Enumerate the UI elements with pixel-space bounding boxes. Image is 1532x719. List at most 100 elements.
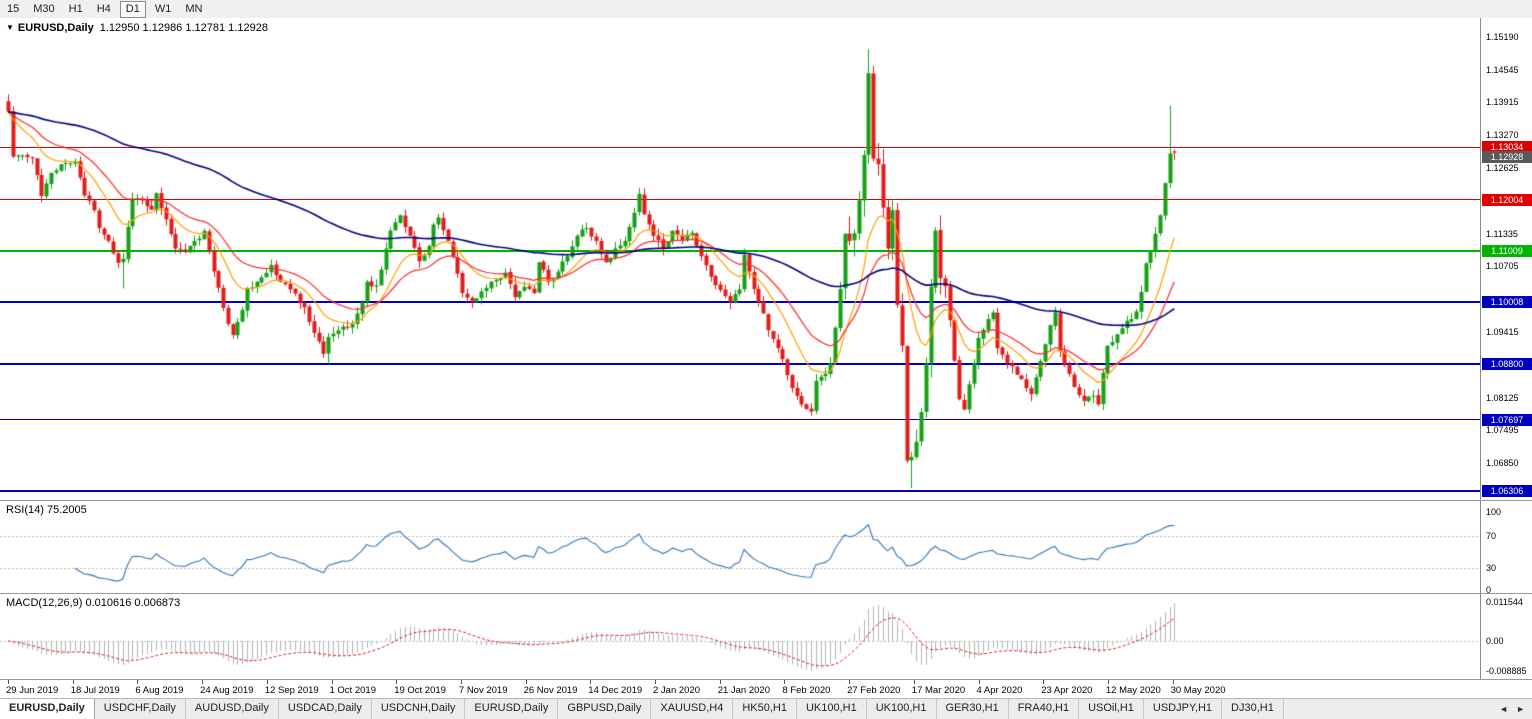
chart-tab-usdcnh-daily[interactable]: USDCNH,Daily: [371, 699, 466, 719]
date-label: 12 May 2020: [1105, 685, 1161, 696]
chart-tab-bar: EURUSD,Daily USDCHF,Daily AUDUSD,Daily USDC…: [0, 698, 1532, 719]
price-tick-1.13270: 1.13270: [1486, 130, 1519, 141]
macd-canvas[interactable]: [0, 594, 1480, 679]
panel-separator[interactable]: [0, 593, 1532, 594]
date-label: 6 Aug 2019: [135, 685, 184, 696]
support-line-107697-price-label: 1.07697: [1482, 413, 1532, 426]
price-tick-1.12625: 1.12625: [1486, 163, 1519, 174]
price-tick-1.13915: 1.13915: [1486, 97, 1519, 108]
date-label: 26 Nov 2019: [523, 685, 578, 696]
time-axis-tick: [590, 680, 592, 684]
date-label: 23 Apr 2020: [1041, 685, 1093, 696]
rsi-scale-30: 30: [1486, 563, 1497, 573]
panel-separator: [0, 679, 1532, 680]
date-label: 19 Oct 2019: [394, 685, 446, 696]
date-label: 12 Sep 2019: [264, 685, 319, 696]
price-tick-1.06850: 1.06850: [1486, 458, 1519, 469]
time-axis-tick: [1107, 680, 1109, 684]
chart-tab-usdcad-daily[interactable]: USDCAD,Daily: [278, 699, 372, 719]
timeframe-button-m30[interactable]: M30: [33, 2, 55, 15]
tab-scroll-right-icon[interactable]: ►: [1516, 704, 1525, 714]
chart-tab-uk100-h1[interactable]: UK100,H1: [866, 699, 937, 719]
main-chart-panel: ▼ EURUSD,Daily 1.12950 1.12986 1.12781 1.1…: [0, 18, 1480, 500]
date-label: 7 Nov 2019: [458, 685, 508, 696]
chart-tab-dj30-h1[interactable]: DJ30,H1: [1222, 699, 1284, 719]
date-label: 17 Mar 2020: [911, 685, 966, 696]
date-label: 14 Dec 2019: [588, 685, 643, 696]
date-label: 8 Feb 2020: [782, 685, 831, 696]
time-axis-tick: [396, 680, 398, 684]
time-axis-tick: [8, 680, 9, 684]
price-tick-1.09415: 1.09415: [1486, 327, 1519, 338]
macd-scale-0.011544: 0.011544: [1486, 597, 1523, 607]
chart-legend: ▼ EURUSD,Daily 1.12950 1.12986 1.12781 1.1…: [6, 22, 268, 34]
price-tick-1.14545: 1.14545: [1486, 64, 1519, 75]
time-axis-tick: [1172, 680, 1174, 684]
chart-tab-usoil-h1[interactable]: USOil,H1: [1079, 699, 1144, 719]
time-axis-tick: [849, 680, 851, 684]
chart-tab-fra40-h1[interactable]: FRA40,H1: [1008, 699, 1080, 719]
resistance-line-113034-price-label: 1.13034: [1482, 141, 1532, 154]
chart-tab-xauusd-h4[interactable]: XAUUSD,H4: [651, 699, 734, 719]
date-label: 4 Apr 2020: [976, 685, 1023, 696]
timeframe-toolbar: 15 M30 H1 H4 D1 W1 MN: [0, 0, 1532, 19]
time-axis-tick: [525, 680, 527, 684]
rsi-label: RSI(14) 75.2005: [6, 504, 87, 516]
time-axis-tick: [719, 680, 721, 684]
collapse-chevron-icon[interactable]: ▼: [6, 23, 14, 32]
rsi-canvas[interactable]: [0, 501, 1480, 593]
time-axis-tick: [266, 680, 268, 684]
chart-tab-audusd-daily[interactable]: AUDUSD,Daily: [185, 699, 279, 719]
timeframe-button-h1[interactable]: H1: [68, 2, 83, 15]
timeframe-button-d1[interactable]: D1: [119, 0, 146, 18]
timeframe-button-15[interactable]: 15: [7, 2, 20, 15]
date-label: 30 May 2020: [1170, 685, 1226, 696]
time-axis-tick: [784, 680, 786, 684]
time-axis-tick: [72, 680, 74, 684]
chart-tab-eurusd-daily[interactable]: EURUSD,Daily: [465, 699, 559, 719]
timeframe-button-mn[interactable]: MN: [185, 2, 203, 15]
chart-tab-usdchf-daily[interactable]: USDCHF,Daily: [94, 699, 186, 719]
chart-tab-usdjpy-h1[interactable]: USDJPY,H1: [1143, 699, 1223, 719]
time-axis-tick: [913, 680, 915, 684]
support-line-110008-price-label: 1.10008: [1482, 295, 1532, 308]
price-axis[interactable]: 1.15190 1.14545 1.13915 1.13270 1.12625 1.113…: [1480, 18, 1532, 679]
tab-nav: ◄ ►: [1492, 699, 1532, 719]
main-chart-canvas[interactable]: [0, 18, 1480, 500]
time-axis-tick: [137, 680, 139, 684]
date-label: 2 Jan 2020: [653, 685, 701, 696]
chart-tab-gbpusd-daily[interactable]: GBPUSD,Daily: [558, 699, 652, 719]
time-axis-tick: [460, 680, 462, 684]
timeframe-button-h4[interactable]: H4: [96, 2, 111, 15]
date-label: 18 Jul 2019: [70, 685, 120, 696]
chart-tab-hk50-h1[interactable]: HK50,H1: [733, 699, 797, 719]
rsi-scale-100: 100: [1486, 507, 1502, 517]
chart-tab-eurusd-daily[interactable]: EURUSD,Daily: [0, 699, 95, 719]
tab-scroll-left-icon[interactable]: ◄: [1499, 704, 1509, 714]
chart-tab-uk100-h1[interactable]: UK100,H1: [796, 699, 867, 719]
chart-tab-ger30-h1[interactable]: GER30,H1: [936, 699, 1009, 719]
time-axis-tick: [978, 680, 980, 684]
current-price-label: 1.12928: [1482, 150, 1532, 163]
support-line-106306-price-label: 1.06306: [1482, 484, 1532, 497]
time-axis-tick: [1043, 680, 1045, 684]
date-label: 29 Jun 2019: [6, 685, 59, 696]
resistance-line-112004-price-label: 1.12004: [1482, 193, 1532, 206]
macd-panel: MACD(12,26,9) 0.010616 0.006873: [0, 594, 1480, 679]
macd-scale--0.008885: -0.008885: [1486, 666, 1527, 676]
support-line-108800-price-label: 1.08800: [1482, 357, 1532, 370]
date-label: 1 Oct 2019: [329, 685, 376, 696]
price-tick-1.07495: 1.07495: [1486, 425, 1519, 436]
price-tick-1.15190: 1.15190: [1486, 32, 1519, 42]
macd-scale-0.00: 0.00: [1486, 636, 1504, 646]
time-axis[interactable]: 29 Jun 2019 18 Jul 2019 6 Aug 2019 24 Aug 2…: [0, 680, 1532, 698]
time-axis-tick: [331, 680, 333, 684]
panel-separator[interactable]: [0, 500, 1532, 501]
date-label: 21 Jan 2020: [717, 685, 770, 696]
time-axis-tick: [202, 680, 204, 684]
timeframe-button-w1[interactable]: W1: [154, 2, 172, 15]
rsi-panel: RSI(14) 75.2005: [0, 501, 1480, 593]
date-label: 27 Feb 2020: [847, 685, 901, 696]
time-axis-tick: [655, 680, 656, 684]
support-line-111009-price-label: 1.11009: [1482, 244, 1532, 257]
